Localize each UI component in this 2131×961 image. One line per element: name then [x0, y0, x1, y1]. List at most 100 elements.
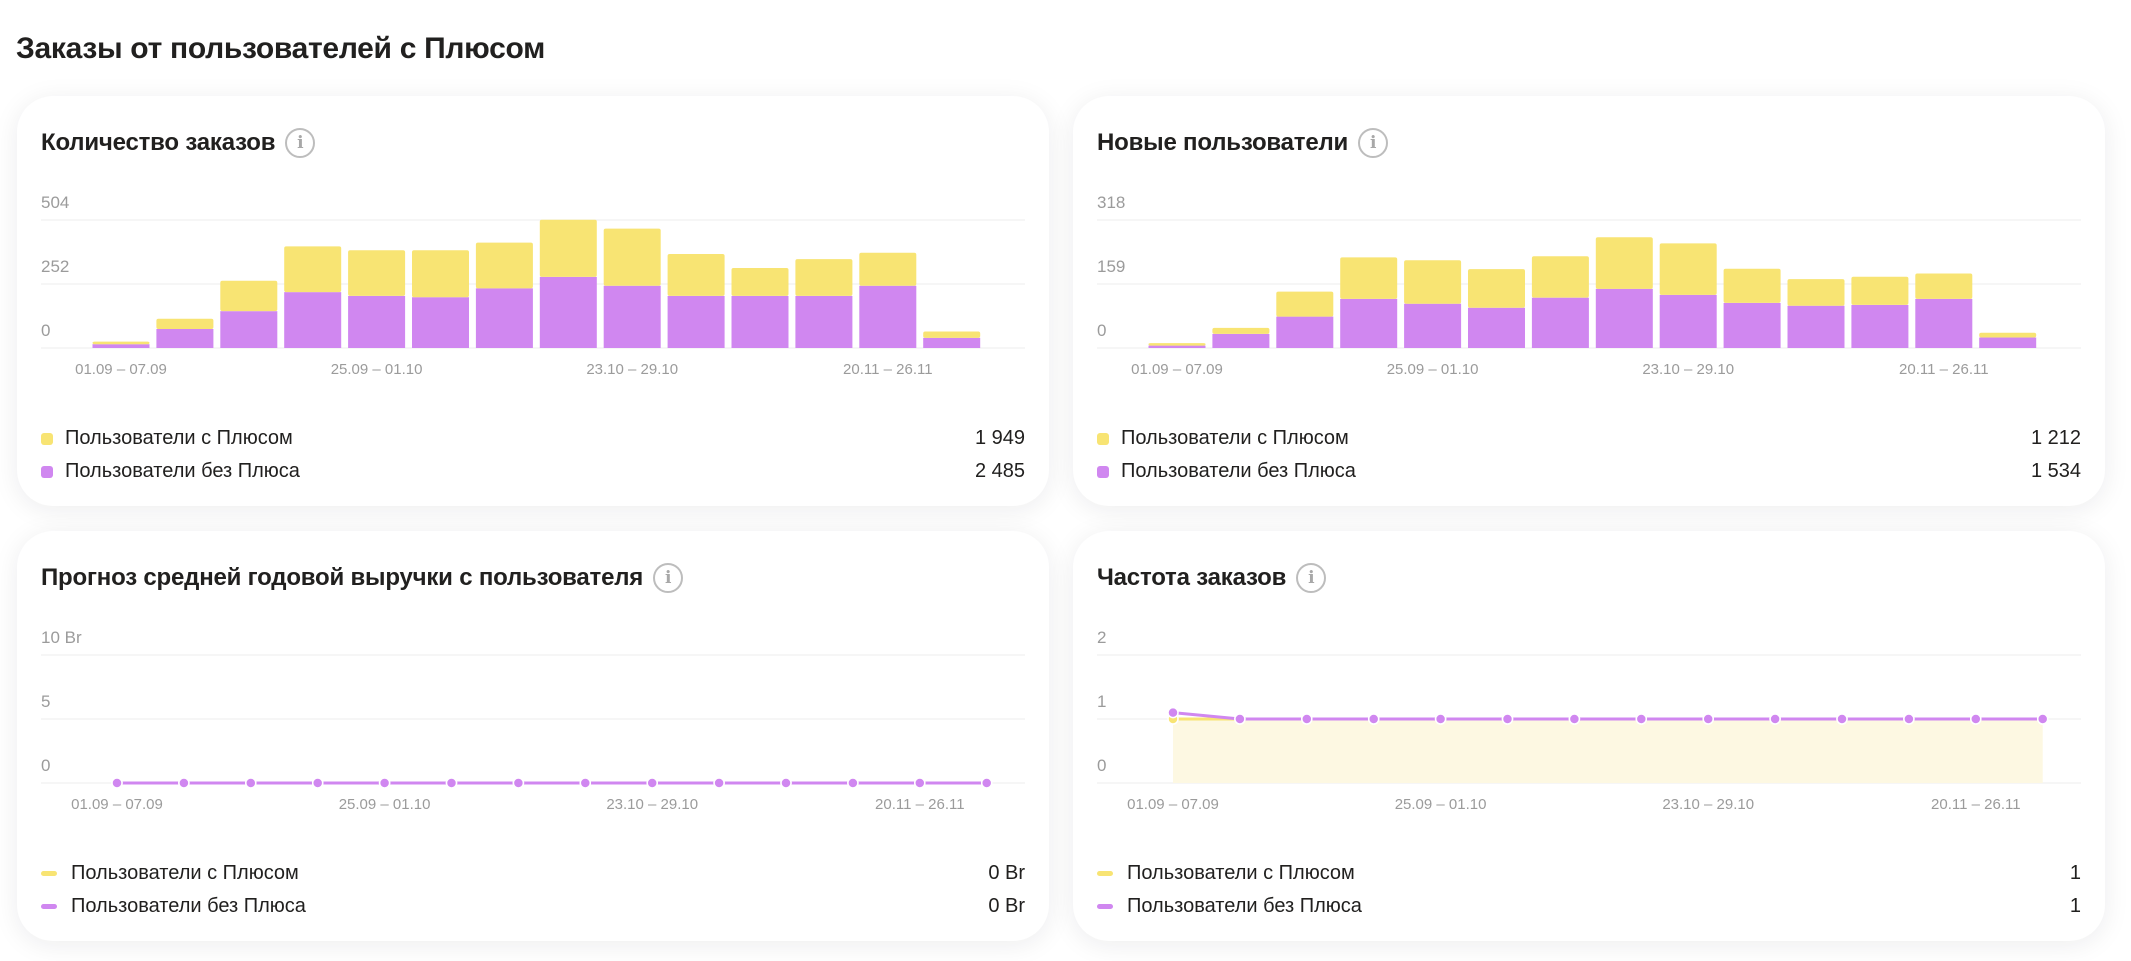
bar-plus: [603, 228, 661, 286]
y-tick-label: 10 Br: [41, 628, 82, 647]
x-tick-label: 01.09 – 07.09: [71, 796, 163, 813]
bar-plus: [1531, 256, 1589, 298]
x-tick-label: 01.09 – 07.09: [75, 361, 167, 378]
legend-swatch-noplus: [1097, 465, 1109, 478]
bar-noplus: [1212, 333, 1270, 348]
legend-item-plus[interactable]: Пользователи с Плюсом 1 212: [1097, 422, 2081, 455]
bar-noplus: [475, 288, 533, 348]
bar-noplus: [1276, 316, 1334, 348]
bar-plus: [859, 252, 917, 286]
legend-item-noplus[interactable]: Пользователи без Плюса 2 485: [41, 455, 1025, 488]
legend-label: Пользователи без Плюса: [65, 460, 300, 482]
bar-noplus: [92, 344, 150, 348]
y-tick-label: 1: [1097, 692, 1106, 711]
legend-item-plus[interactable]: Пользователи с Плюсом 1: [1097, 857, 2081, 890]
info-icon[interactable]: i: [285, 128, 316, 158]
legend-item-plus[interactable]: Пользователи с Плюсом 1 949: [41, 422, 1025, 455]
legend-label: Пользователи с Плюсом: [1127, 862, 1355, 884]
x-tick-label: 25.09 – 01.10: [331, 361, 423, 378]
y-tick-label: 5: [41, 692, 50, 711]
area-plus: [1173, 719, 2043, 783]
bar-plus: [1340, 257, 1398, 299]
legend-item-noplus[interactable]: Пользователи без Плюса 0 Br: [41, 890, 1025, 923]
bar-noplus: [1468, 307, 1525, 348]
legend-value: 0 Br: [988, 862, 1025, 884]
legend-label: Пользователи с Плюсом: [71, 862, 299, 884]
info-icon[interactable]: i: [653, 563, 684, 593]
bar-noplus: [731, 295, 789, 348]
info-icon[interactable]: i: [1296, 563, 1327, 593]
bar-noplus: [1595, 288, 1653, 348]
point-noplus: [1301, 713, 1313, 725]
card-title: Частота заказов i: [1097, 563, 1327, 593]
bar-noplus: [795, 295, 853, 348]
info-icon[interactable]: i: [1358, 128, 1389, 158]
bar-plus: [539, 219, 597, 277]
point-noplus: [980, 777, 993, 789]
bar-noplus: [156, 328, 214, 348]
orders-count-chart: 0 252 504 01.09 – 07.09 25.09 – 01.10 23.10 –…: [41, 193, 1025, 378]
point-noplus: [245, 777, 257, 789]
legend-swatch-noplus: [41, 904, 57, 909]
legend-item-noplus[interactable]: Пользователи без Плюса 1: [1097, 890, 2081, 923]
bar-plus: [1468, 269, 1525, 308]
point-noplus: [1970, 713, 1982, 725]
bar-plus: [92, 341, 150, 345]
legend-label: Пользователи без Плюса: [1121, 460, 1356, 482]
bar-noplus: [1915, 298, 1973, 348]
bar-plus: [348, 250, 406, 296]
bar-noplus: [1979, 337, 2037, 348]
x-tick-label: 20.11 – 26.11: [1899, 361, 1989, 378]
legend: Пользователи с Плюсом 1 949 Пользователи…: [41, 422, 1025, 488]
point-noplus: [1769, 713, 1781, 725]
point-noplus: [378, 777, 391, 789]
bar-plus: [1787, 279, 1845, 306]
legend-label: Пользователи без Плюса: [1127, 895, 1362, 917]
y-tick-label: 252: [41, 257, 69, 276]
legend-swatch-plus: [1097, 432, 1109, 445]
point-noplus: [1568, 713, 1581, 725]
legend-label: Пользователи без Плюса: [71, 895, 306, 917]
point-noplus: [579, 777, 592, 789]
point-noplus: [311, 777, 324, 789]
x-tick-label: 25.09 – 01.10: [339, 796, 431, 813]
card-title-text: Новые пользователи: [1097, 129, 1349, 156]
point-noplus: [445, 777, 458, 789]
point-noplus: [1167, 706, 1179, 719]
bar-plus: [1404, 260, 1462, 304]
x-tick-label: 23.10 – 29.10: [606, 796, 698, 813]
bar-plus: [1851, 276, 1909, 305]
x-tick-label: 20.11 – 26.11: [875, 796, 965, 813]
point-noplus: [1367, 713, 1380, 725]
bar-noplus: [923, 337, 981, 348]
bar-noplus: [412, 297, 469, 348]
line-noplus: [1172, 711, 2043, 721]
point-noplus: [178, 777, 190, 789]
point-noplus: [847, 777, 859, 789]
bar-noplus: [859, 285, 917, 348]
card-title: Прогноз средней годовой выручки с пользо…: [41, 563, 684, 593]
legend-swatch-plus: [41, 871, 57, 876]
legend-item-plus[interactable]: Пользователи с Плюсом 0 Br: [41, 857, 1025, 890]
point-noplus: [2036, 713, 2049, 725]
legend: Пользователи с Плюсом 1 Пользователи без…: [1097, 857, 2081, 923]
point-noplus: [1635, 713, 1648, 725]
y-tick-label: 159: [1097, 257, 1125, 276]
bar-plus: [1212, 327, 1270, 334]
point-noplus: [1903, 713, 1915, 725]
legend-swatch-plus: [1097, 871, 1113, 876]
legend-swatch-noplus: [1097, 904, 1113, 909]
x-tick-label: 25.09 – 01.10: [1395, 796, 1487, 813]
card-title-text: Прогноз средней годовой выручки с пользо…: [41, 564, 644, 591]
bar-noplus: [667, 295, 725, 348]
bar-noplus: [1723, 302, 1781, 348]
x-tick-label: 23.10 – 29.10: [1662, 796, 1754, 813]
x-tick-label: 23.10 – 29.10: [586, 361, 678, 378]
bar-noplus: [1851, 304, 1909, 348]
legend-value: 1: [2069, 862, 2081, 884]
point-noplus: [713, 777, 725, 789]
bar-plus: [1723, 268, 1781, 303]
legend-item-noplus[interactable]: Пользователи без Плюса 1 534: [1097, 455, 2081, 488]
legend-swatch-noplus: [41, 465, 53, 478]
revenue-forecast-chart: 0 5 10 Br 01.09 – 07.09 25.09 – 01.10 23.10 –…: [41, 628, 1025, 813]
